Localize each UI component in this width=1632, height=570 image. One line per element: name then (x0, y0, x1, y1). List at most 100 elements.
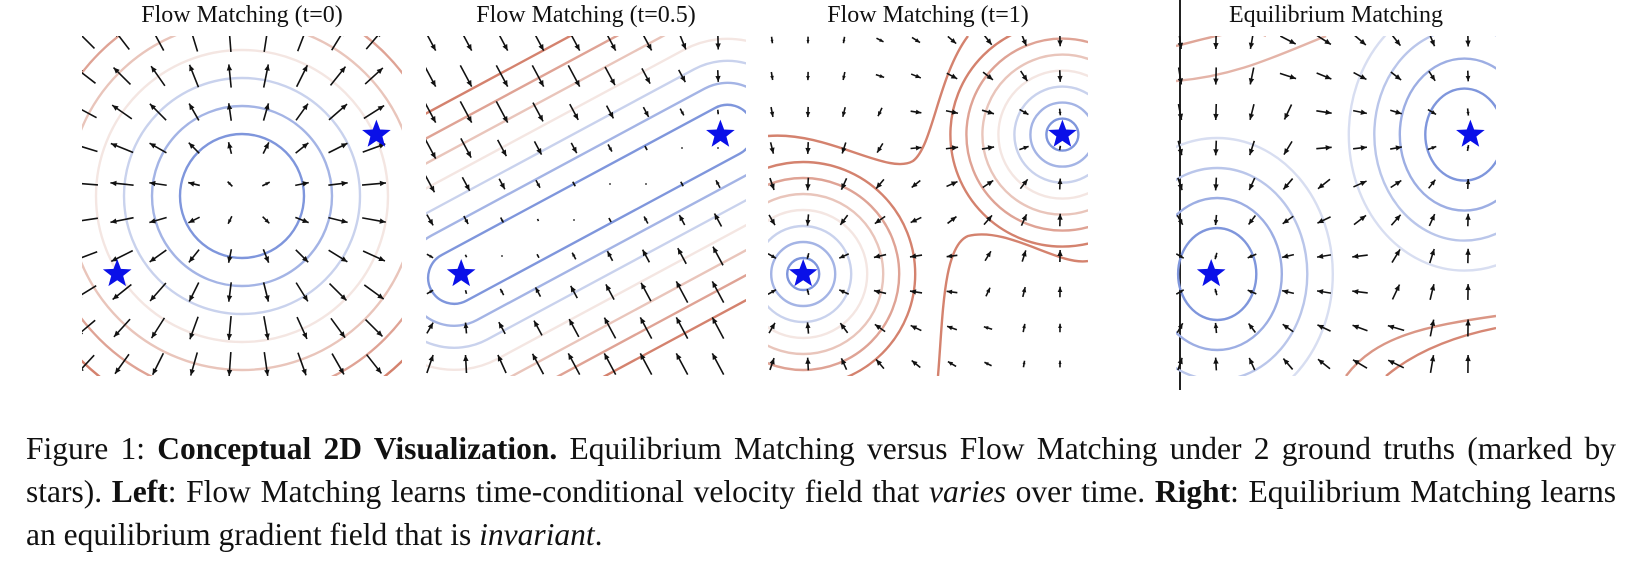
contour-line (1385, 326, 1496, 376)
vector-arrow (608, 217, 612, 223)
contour-lines (1176, 36, 1496, 376)
vector-arrow (226, 282, 233, 302)
vector-arrow (82, 182, 99, 186)
panel-divider (1179, 0, 1181, 390)
vector-arrow (149, 180, 167, 187)
vector-arrow (1429, 36, 1436, 47)
vector-arrow (1177, 103, 1184, 121)
vector-arrow (1247, 253, 1257, 259)
vector-arrow (227, 142, 233, 154)
vector-arrow (331, 36, 344, 51)
vector-arrow (532, 102, 544, 122)
vector-arrow (715, 179, 721, 189)
vector-arrow (770, 36, 774, 44)
contour-line (1176, 166, 1309, 376)
vector-arrow (1057, 36, 1063, 47)
vector-field-panel-fm-t0 (82, 36, 402, 376)
contour-line (1398, 57, 1496, 212)
vector-arrow (426, 354, 434, 374)
vector-arrow (1282, 215, 1294, 225)
caption-text-3: over time. (1006, 474, 1155, 509)
vector-arrow (911, 179, 921, 189)
vector-arrow (536, 253, 540, 259)
vector-arrow (149, 249, 167, 263)
vector-arrow (1317, 216, 1331, 224)
vector-arrow (1021, 36, 1028, 47)
vector-arrow (643, 216, 649, 224)
vector-arrow (873, 289, 887, 295)
vector-arrow (1177, 357, 1183, 371)
vector-arrow (1057, 286, 1063, 298)
vector-arrow (768, 289, 777, 295)
vector-arrow (645, 183, 647, 185)
vector-arrow (331, 353, 345, 375)
vector-arrow (909, 289, 923, 295)
caption-bold-title: Conceptual 2D Visualization. (157, 431, 558, 466)
vector-arrow (875, 358, 885, 370)
contour-line (768, 176, 901, 372)
vector-arrow (641, 249, 651, 263)
caption-text-1: Equilibrium Matching versus Flow Matchin… (26, 431, 1616, 509)
contour-line (426, 36, 746, 376)
vector-arrow (111, 104, 133, 120)
vector-arrow (876, 142, 884, 154)
contour-line (426, 36, 746, 376)
vector-arrow (769, 106, 775, 118)
vector-arrow (680, 181, 684, 187)
vector-arrow (362, 250, 386, 262)
vector-arrow (1022, 323, 1026, 333)
contour-line (1176, 36, 1266, 48)
vector-arrow (603, 317, 617, 339)
vector-arrow (1019, 178, 1029, 190)
vector-arrow (1352, 289, 1368, 295)
vector-arrow (1283, 104, 1293, 120)
vector-arrow (805, 142, 811, 154)
contour-line (1176, 136, 1334, 376)
vector-arrow (495, 101, 509, 123)
vector-arrow (983, 326, 993, 330)
contour-line (981, 53, 1088, 216)
vector-arrow (642, 106, 650, 118)
vector-arrow (227, 249, 233, 263)
vector-arrow (1177, 36, 1184, 50)
vector-arrow (1353, 71, 1367, 81)
vector-arrow (1391, 249, 1401, 263)
contour-line (770, 240, 837, 308)
vector-arrow (946, 325, 958, 331)
contour-line (965, 37, 1088, 232)
vector-arrow (838, 289, 850, 295)
vector-arrow (1019, 108, 1029, 116)
vector-arrow (1352, 324, 1368, 332)
vector-arrow (82, 319, 96, 335)
vector-arrow (463, 354, 469, 374)
vector-arrow (1213, 214, 1219, 226)
vector-arrow (1214, 288, 1218, 296)
vector-arrow (1465, 248, 1471, 264)
vector-arrow (875, 73, 885, 79)
vector-arrow (328, 282, 348, 302)
vector-arrow (497, 354, 507, 374)
vector-arrow (946, 72, 958, 80)
contour-line (1347, 36, 1496, 272)
vector-arrow (1177, 177, 1183, 191)
vector-arrow (1428, 179, 1436, 189)
vector-arrow (295, 64, 309, 88)
vector-arrow (639, 317, 653, 339)
ground-truth-star (362, 119, 391, 147)
contour-lines (82, 36, 402, 376)
ground-truth-star (1048, 119, 1077, 147)
vector-arrow (981, 109, 995, 115)
vector-arrow (426, 102, 437, 123)
vector-arrow (1427, 145, 1437, 151)
vector-arrow (110, 216, 134, 224)
vector-arrow (609, 183, 611, 185)
vector-arrow (362, 217, 386, 224)
vector-arrow (363, 104, 385, 120)
vector-arrow (910, 324, 922, 332)
vector-arrow (1390, 145, 1402, 151)
vector-arrow (945, 109, 959, 115)
caption-right-label: Right (1154, 474, 1231, 509)
vector-arrow (227, 181, 233, 187)
vector-arrow (110, 249, 134, 263)
vector-arrow (296, 36, 305, 52)
